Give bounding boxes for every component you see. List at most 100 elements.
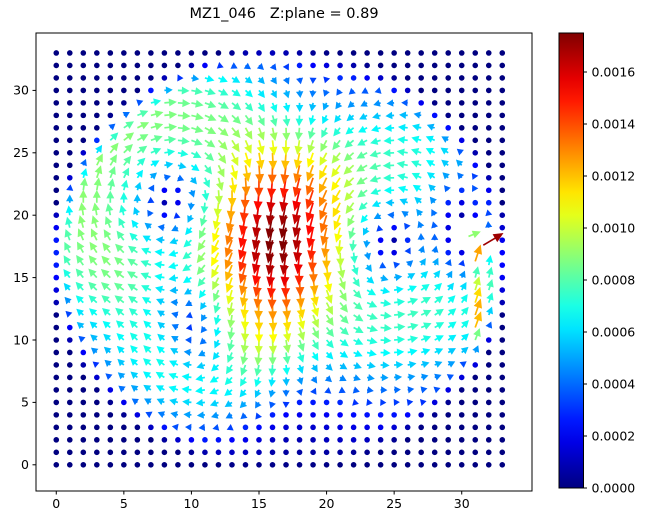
quiver-dot xyxy=(121,424,127,431)
x-tick-label: 0 xyxy=(52,496,60,511)
quiver-arrow xyxy=(429,196,437,205)
quiver-arrow xyxy=(187,214,194,223)
quiver-arrow xyxy=(383,186,395,195)
quiver-arrow xyxy=(154,273,165,281)
quiver-dot xyxy=(499,237,506,243)
quiver-arrow xyxy=(63,269,71,279)
quiver-arrow xyxy=(407,348,418,356)
quiver-arrow xyxy=(171,224,179,232)
quiver-dot xyxy=(296,50,303,56)
quiver-dot xyxy=(445,125,452,131)
quiver-arrow xyxy=(226,302,235,317)
quiver-arrow xyxy=(182,398,192,406)
quiver-arrow xyxy=(243,152,252,169)
quiver-dot xyxy=(485,199,492,206)
quiver-dot xyxy=(256,449,262,456)
quiver-arrow xyxy=(195,398,206,407)
quiver-dot xyxy=(80,87,87,94)
quiver-dot xyxy=(310,424,316,431)
quiver-dot xyxy=(66,174,73,181)
quiver-arrow xyxy=(114,295,125,304)
quiver-dot xyxy=(445,100,452,106)
quiver-dot xyxy=(364,449,370,456)
quiver-arrow xyxy=(366,300,378,308)
quiver-dot xyxy=(66,75,73,81)
quiver-arrow xyxy=(212,423,220,431)
quiver-dot xyxy=(418,100,424,106)
quiver-arrow xyxy=(185,299,193,307)
quiver-arrow xyxy=(333,214,342,231)
quiver-arrow xyxy=(319,202,328,221)
quiver-arrow xyxy=(366,374,375,382)
quiver-arrow xyxy=(411,160,422,168)
quiver-arrow xyxy=(216,62,224,69)
quiver-arrow xyxy=(356,151,368,159)
quiver-arrow xyxy=(434,282,443,291)
quiver-dot xyxy=(377,249,384,256)
quiver-arrow xyxy=(455,159,464,167)
quiver-arrow xyxy=(296,388,303,396)
quiver-arrow xyxy=(155,285,165,294)
quiver-dot xyxy=(364,62,370,69)
quiver-arrow xyxy=(77,228,85,241)
quiver-dot xyxy=(94,399,100,406)
quiver-arrow xyxy=(126,271,138,279)
quiver-arrow xyxy=(150,98,162,106)
quiver-arrow xyxy=(339,374,347,382)
quiver-arrow xyxy=(242,165,252,183)
quiver-dot xyxy=(121,50,127,56)
quiver-dot xyxy=(242,437,249,443)
quiver-dot xyxy=(80,150,87,156)
quiver-dot xyxy=(485,62,492,69)
quiver-arrow xyxy=(168,249,179,258)
quiver-dot xyxy=(94,62,100,69)
quiver-arrow xyxy=(106,190,115,203)
quiver-dot xyxy=(364,75,370,81)
quiver-arrow xyxy=(321,115,329,125)
quiver-arrow xyxy=(401,211,409,218)
quiver-dot xyxy=(472,50,479,56)
quiver-arrow xyxy=(164,135,177,144)
y-tick-label: 20 xyxy=(13,208,29,223)
quiver-arrow xyxy=(366,312,378,321)
quiver-dot xyxy=(337,62,343,69)
quiver-dot xyxy=(499,262,506,268)
quiver-arrow xyxy=(353,325,364,334)
quiver-arrow xyxy=(335,101,343,110)
quiver-dot xyxy=(53,125,60,131)
quiver-arrow xyxy=(343,164,355,175)
quiver-arrow xyxy=(211,264,220,279)
quiver-arrow xyxy=(212,277,220,291)
quiver-arrow xyxy=(164,161,174,169)
quiver-dot xyxy=(188,50,195,56)
quiver-dot xyxy=(107,449,114,456)
quiver-arrow xyxy=(324,375,333,383)
quiver-arrow xyxy=(100,282,111,291)
quiver-arrow xyxy=(269,127,278,142)
quiver-dot xyxy=(94,449,100,456)
quiver-dot xyxy=(458,412,465,418)
colorbar-tick-label: 0.0002 xyxy=(592,428,636,443)
quiver-arrow xyxy=(94,165,103,179)
quiver-arrow xyxy=(339,362,348,370)
quiver-arrow xyxy=(227,190,237,208)
quiver-arrow xyxy=(143,371,152,379)
quiver-arrow xyxy=(212,351,221,361)
quiver-arrow xyxy=(353,301,363,310)
quiver-arrow xyxy=(383,136,395,145)
quiver-dot xyxy=(431,461,438,468)
quiver-dot xyxy=(296,62,303,69)
quiver-arrow xyxy=(156,298,165,306)
quiver-arrow xyxy=(296,377,304,385)
quiver-arrow xyxy=(269,63,277,71)
quiver-arrow xyxy=(204,113,217,122)
quiver-dot xyxy=(256,424,262,431)
quiver-dot xyxy=(66,461,73,468)
quiver-arrow xyxy=(397,136,408,144)
quiver-arrow xyxy=(211,363,220,372)
quiver-arrow xyxy=(379,261,387,269)
quiver-arrow xyxy=(171,423,179,431)
quiver-arrow xyxy=(325,339,334,349)
quiver-arrow xyxy=(150,122,164,131)
quiver-arrow xyxy=(394,386,401,394)
